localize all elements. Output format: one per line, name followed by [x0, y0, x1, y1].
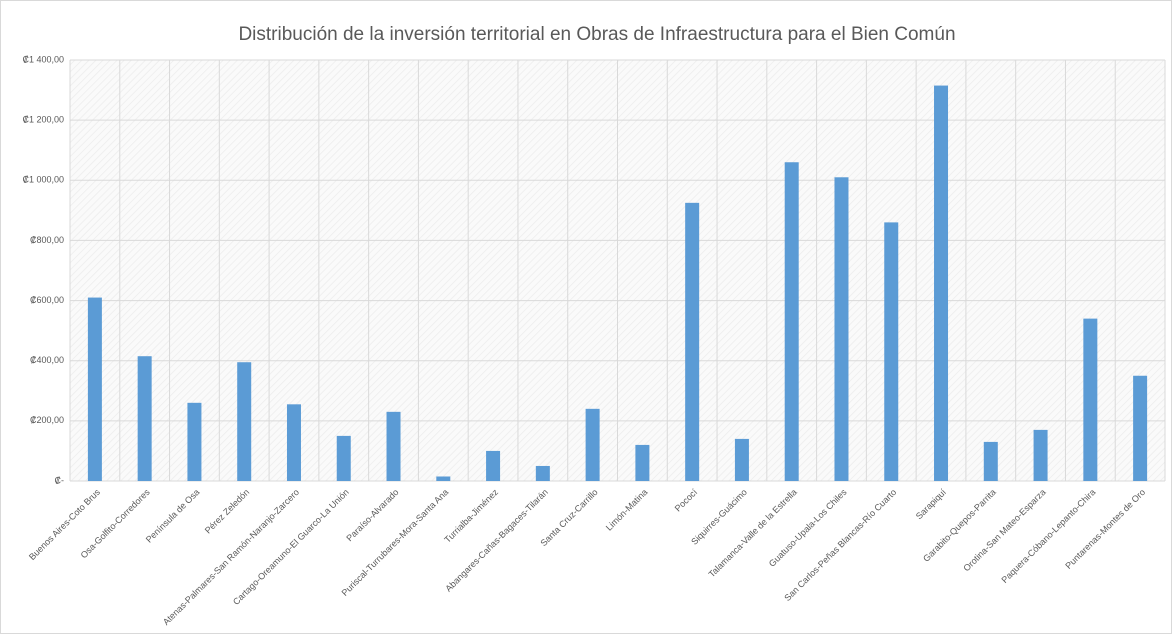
bar: [784, 162, 799, 481]
bar: [934, 85, 949, 481]
bar: [685, 202, 700, 481]
y-tick-label: ₡400,00: [30, 355, 64, 365]
y-tick-label: ₡800,00: [30, 235, 64, 245]
bar: [137, 356, 152, 481]
bar: [585, 408, 600, 481]
bar: [237, 362, 252, 481]
bar: [734, 438, 749, 481]
y-tick-label: ₡1 400,00: [22, 54, 64, 64]
bar: [187, 402, 202, 481]
bar: [1083, 318, 1098, 481]
bar: [87, 297, 102, 481]
bar: [1033, 429, 1048, 481]
y-tick-label: ₡1 000,00: [22, 175, 64, 185]
y-tick-label: ₡200,00: [30, 415, 64, 425]
bar: [386, 411, 401, 481]
y-tick-label: ₡-: [55, 475, 65, 485]
bar: [884, 222, 899, 481]
chart-title: Distribución de la inversión territorial…: [238, 24, 955, 45]
bar: [1133, 375, 1148, 481]
bar: [635, 444, 650, 481]
bar: [286, 404, 301, 481]
bar: [486, 450, 501, 481]
bar: [336, 435, 351, 481]
bar: [983, 441, 998, 481]
bar: [436, 476, 451, 481]
y-tick-label: ₡600,00: [30, 295, 64, 305]
bar: [535, 465, 550, 481]
y-tick-label: ₡1 200,00: [22, 115, 64, 125]
bar: [834, 177, 849, 481]
